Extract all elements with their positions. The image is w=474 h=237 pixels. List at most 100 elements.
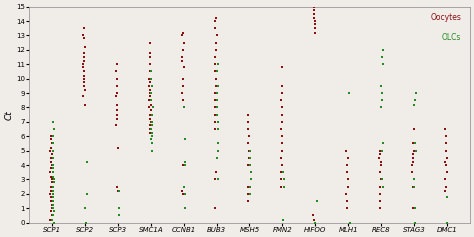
Point [281,185,288,189]
Point [212,77,220,81]
Point [410,127,418,131]
Point [48,204,56,207]
Point [443,156,450,160]
Point [411,206,419,210]
Point [278,170,285,174]
Point [379,185,386,189]
Point [80,94,87,98]
Point [50,178,57,181]
Point [215,141,222,145]
Point [377,163,384,167]
Point [379,141,387,145]
Point [245,134,253,138]
Point [346,91,353,95]
Point [49,141,57,145]
Point [47,175,55,178]
Point [244,199,251,203]
Point [378,178,386,181]
Point [212,84,219,88]
Point [409,141,416,145]
Point [80,55,88,59]
Point [81,77,88,81]
Point [146,98,153,102]
Point [82,206,89,210]
Point [278,105,285,109]
Point [246,149,254,153]
Point [47,146,55,150]
Point [47,160,55,164]
Point [146,62,154,66]
Point [441,127,449,131]
Point [46,149,54,153]
Point [147,109,155,112]
Point [278,84,286,88]
Point [180,185,188,189]
Point [112,94,120,98]
Point [116,189,123,193]
Point [81,51,88,55]
Point [410,185,418,189]
Point [343,199,351,203]
Point [180,48,187,52]
Point [277,98,285,102]
Point [49,163,57,167]
Point [179,31,186,34]
Point [146,80,154,83]
Point [114,189,121,193]
Point [47,156,55,160]
Point [277,178,285,181]
Point [311,26,319,30]
Point [310,218,318,222]
Point [112,70,120,73]
Point [344,185,351,189]
Point [310,12,318,16]
Point [412,91,419,95]
Point [344,178,352,181]
Point [408,163,416,167]
Point [442,134,450,138]
Point [278,163,286,167]
Point [443,185,450,189]
Point [178,55,186,59]
Point [146,51,154,55]
Point [410,178,418,181]
Point [49,199,56,203]
Point [180,41,187,45]
Point [412,149,419,153]
Point [47,209,55,213]
Point [49,120,57,124]
Point [83,192,91,196]
Point [213,34,220,37]
Point [281,178,288,181]
Point [46,170,54,174]
Point [147,137,155,141]
Point [147,127,155,131]
Point [50,149,57,153]
Point [211,120,219,124]
Point [343,163,350,167]
Point [378,91,385,95]
Text: Oocytes: Oocytes [430,13,461,22]
Point [214,127,221,131]
Point [379,48,387,52]
Point [147,98,155,102]
Point [181,137,189,141]
Point [277,185,285,189]
Point [115,214,123,217]
Point [179,59,186,63]
Point [147,91,155,95]
Point [211,91,219,95]
Point [49,195,57,199]
Point [80,62,87,66]
Point [441,178,449,181]
Point [246,163,254,167]
Point [147,103,155,106]
Point [409,170,416,174]
Point [376,170,383,174]
Point [211,26,219,30]
Point [178,189,186,193]
Point [49,218,56,222]
Point [313,199,321,203]
Point [146,117,154,121]
Point [48,163,56,167]
